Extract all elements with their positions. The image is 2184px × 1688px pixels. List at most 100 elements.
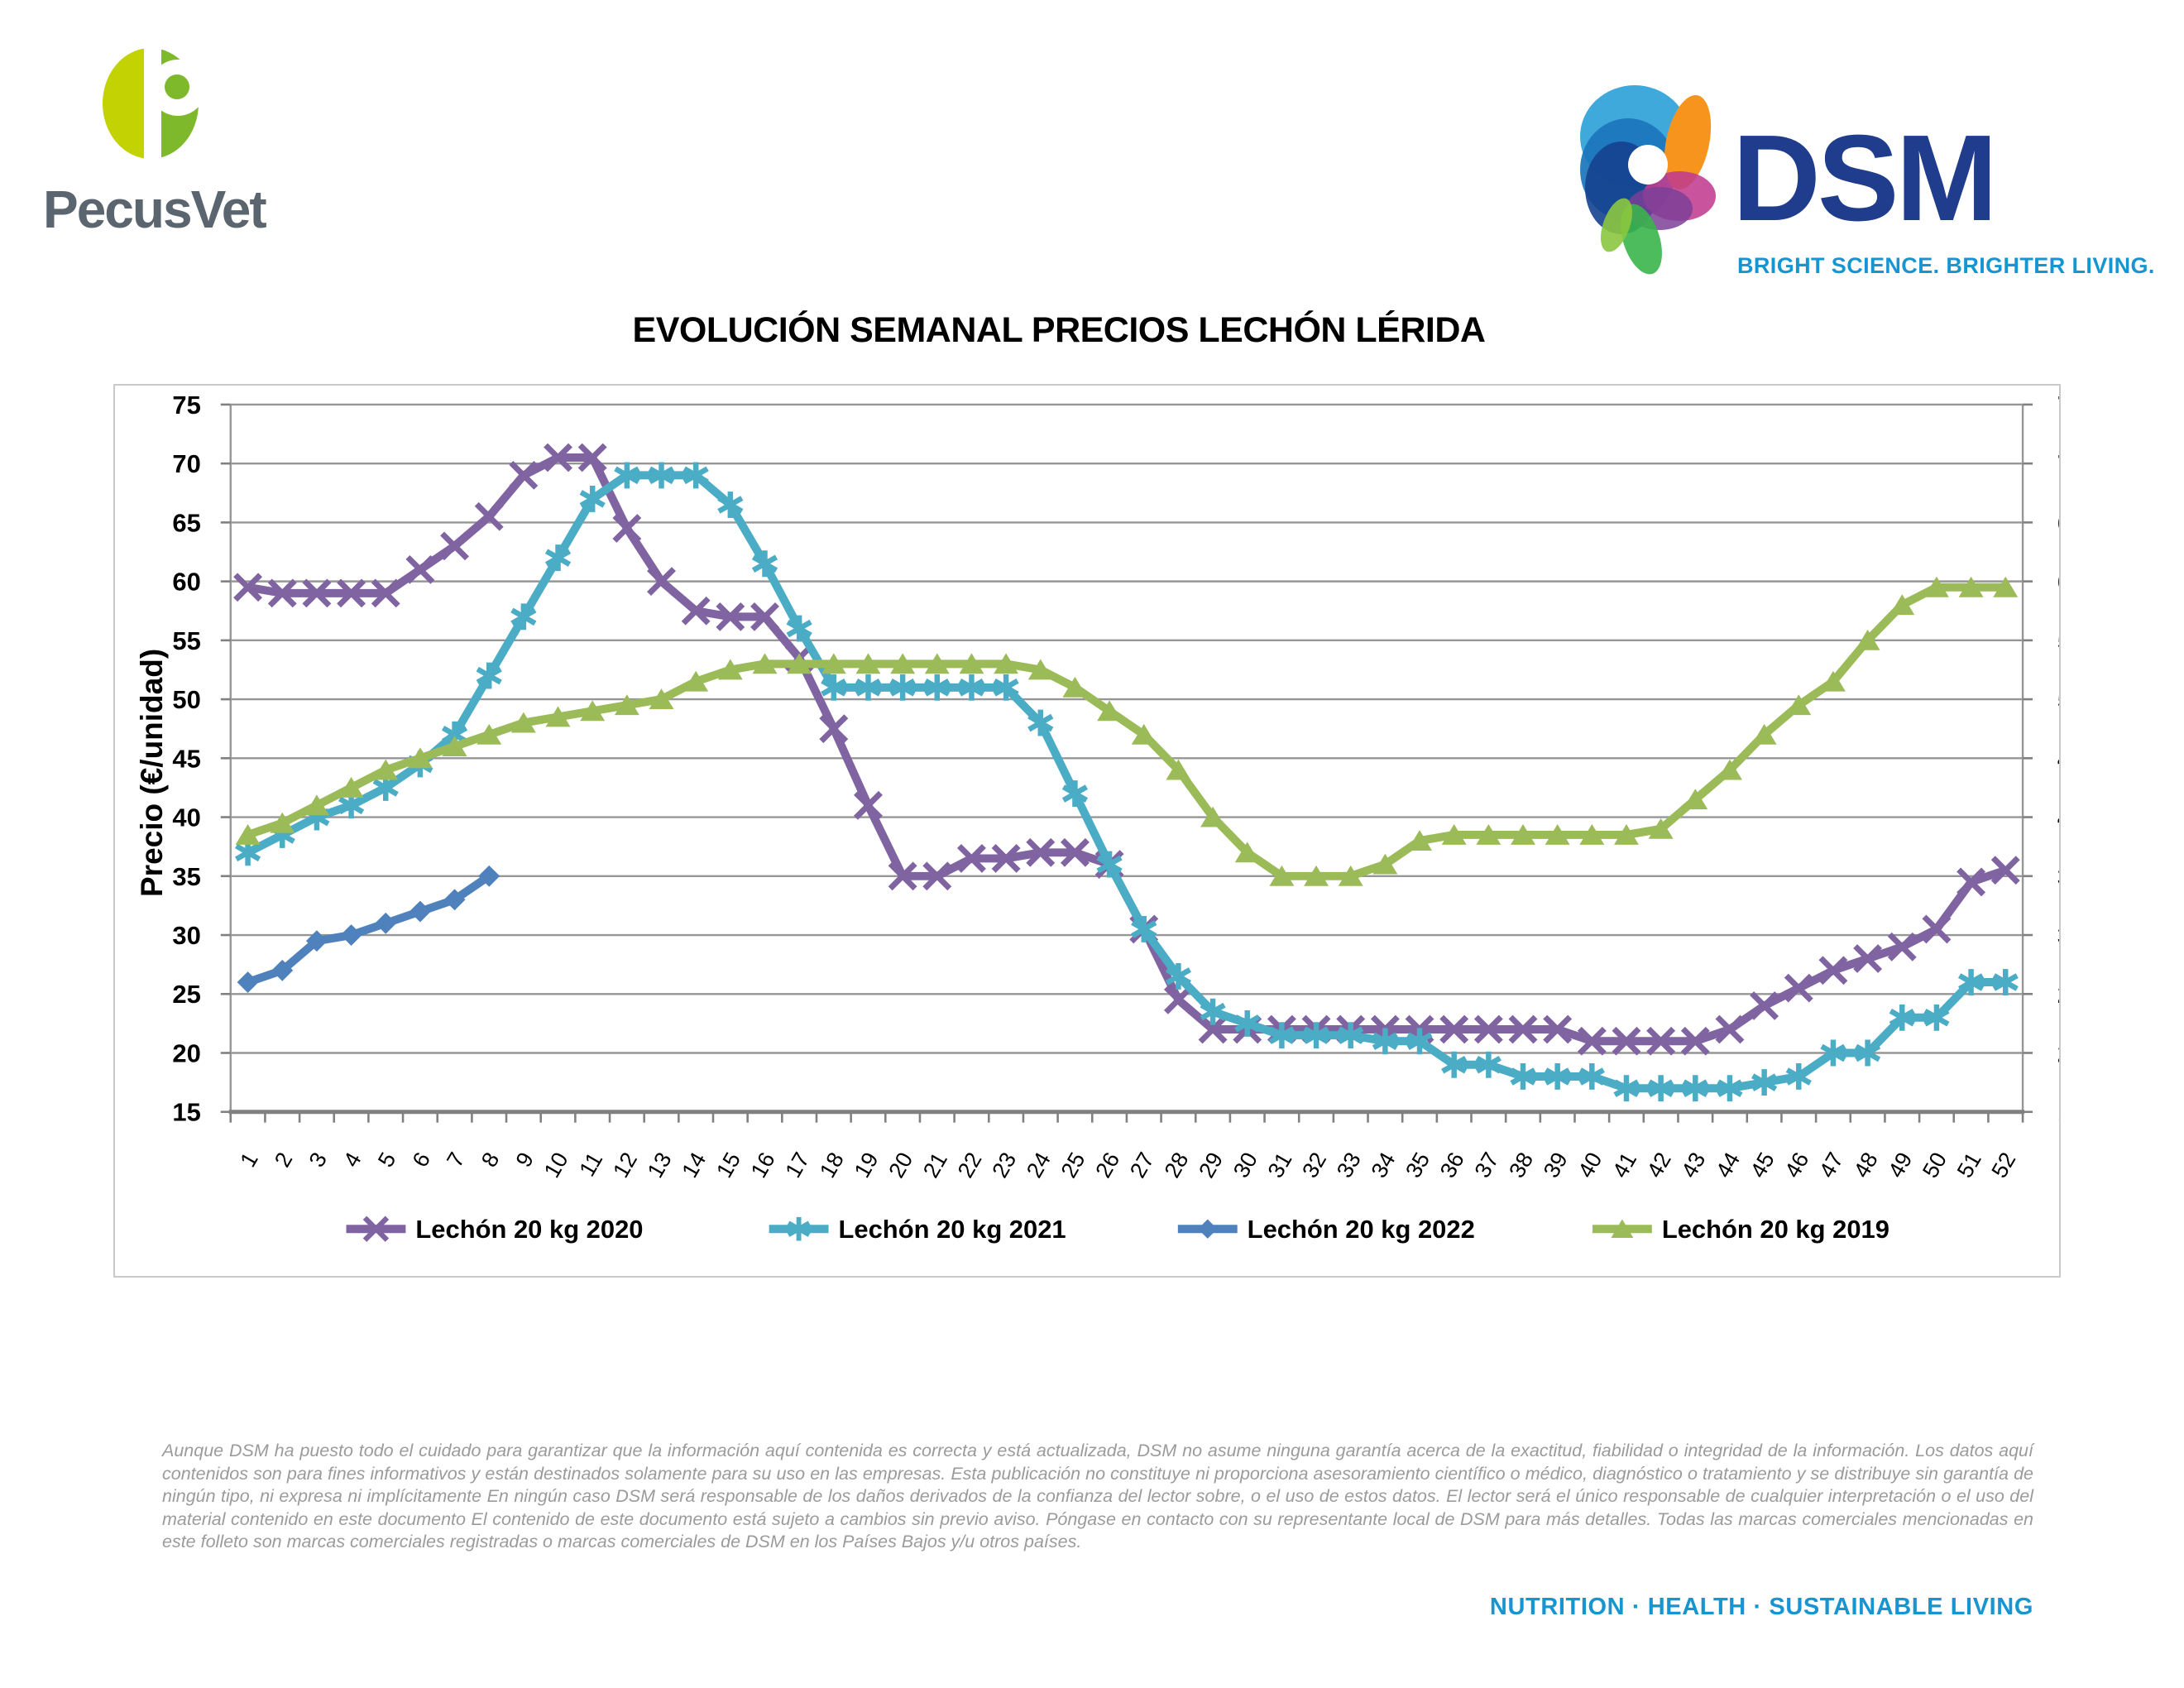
x-tick-label: 20 bbox=[884, 1149, 917, 1182]
y-tick-label: 15 bbox=[172, 1098, 200, 1127]
x-tick-label: 7 bbox=[442, 1149, 469, 1172]
y-tick-label: 75 bbox=[172, 391, 200, 420]
x-tick-label: 34 bbox=[1367, 1149, 1401, 1182]
x-tick-label: 16 bbox=[746, 1149, 780, 1182]
dsm-wordmark: DSM bbox=[1732, 110, 1998, 247]
x-tick-label: 5 bbox=[373, 1149, 400, 1172]
dsm-logo-icon bbox=[1580, 85, 1716, 275]
x-tick-label: 49 bbox=[1883, 1149, 1917, 1182]
x-tick-label: 37 bbox=[1470, 1149, 1504, 1182]
x-tick-label: 42 bbox=[1642, 1149, 1676, 1182]
y-tick-label: 25 bbox=[172, 980, 200, 1009]
y-tick-label: 55 bbox=[2057, 626, 2059, 655]
series-lechón-20-kg-2019 bbox=[235, 576, 2019, 886]
y-tick-label: 60 bbox=[172, 568, 200, 597]
x-tick-label: 2 bbox=[270, 1149, 297, 1172]
x-axis-labels: 1 2 3 4 5 6 7 8 9 10 11 12 13 14 15 16 17 18 19 20 21 22 23 24 2… bbox=[235, 1149, 2020, 1182]
y-tick-label: 55 bbox=[172, 626, 200, 655]
y-tick-label: 70 bbox=[172, 449, 200, 478]
y-tick-label: 30 bbox=[2057, 921, 2059, 950]
legend-label: Lechón 20 kg 2022 bbox=[1248, 1215, 1475, 1244]
y-tick-label: 30 bbox=[172, 921, 200, 950]
x-tick-label: 36 bbox=[1435, 1149, 1469, 1182]
y-tick-label: 50 bbox=[2057, 685, 2059, 714]
gridlines bbox=[229, 403, 2024, 1112]
y-tick-label: 20 bbox=[2057, 1038, 2059, 1067]
series-lechón-20-kg-2021 bbox=[235, 462, 2019, 1102]
x-tick-label: 28 bbox=[1160, 1149, 1194, 1182]
x-tick-label: 50 bbox=[1918, 1149, 1952, 1182]
x-tick-label: 11 bbox=[574, 1149, 607, 1181]
y-tick-label: 50 bbox=[172, 685, 200, 714]
x-tick-label: 51 bbox=[1952, 1149, 1986, 1182]
x-tick-label: 19 bbox=[850, 1149, 884, 1182]
x-tick-label: 22 bbox=[953, 1149, 987, 1182]
x-tick-label: 27 bbox=[1125, 1149, 1159, 1182]
x-tick-label: 35 bbox=[1401, 1149, 1434, 1182]
x-tick-label: 38 bbox=[1504, 1149, 1538, 1182]
x-tick-label: 46 bbox=[1779, 1149, 1813, 1182]
x-tick-label: 1 bbox=[235, 1149, 262, 1172]
y-tick-label: 75 bbox=[2057, 391, 2059, 420]
x-tick-label: 17 bbox=[780, 1149, 814, 1182]
y-axis-labels-right: 15 20 25 30 35 40 45 50 55 60 65 70 75 bbox=[2057, 391, 2059, 1127]
x-tick-label: 26 bbox=[1090, 1149, 1124, 1182]
brand-tagline: NUTRITION · HEALTH · SUSTAINABLE LIVING bbox=[1489, 1594, 2033, 1620]
x-tick-label: 21 bbox=[918, 1149, 952, 1182]
y-tick-label: 45 bbox=[172, 744, 200, 773]
y-tick-label: 40 bbox=[2057, 803, 2059, 832]
y-axis-title: Precio (€/unidad) bbox=[135, 648, 169, 897]
y-tick-label: 45 bbox=[2057, 744, 2059, 773]
x-tick-label: 30 bbox=[1228, 1149, 1262, 1182]
y-tick-label: 70 bbox=[2057, 449, 2059, 478]
x-tick-label: 14 bbox=[677, 1149, 711, 1182]
x-tick-label: 48 bbox=[1849, 1149, 1883, 1182]
x-tick-label: 24 bbox=[1022, 1149, 1056, 1182]
disclaimer-text: Aunque DSM ha puesto todo el cuidado par… bbox=[162, 1441, 2033, 1551]
x-tick-label: 43 bbox=[1676, 1149, 1710, 1182]
pecusvet-logo-icon bbox=[103, 46, 205, 161]
x-tick-label: 13 bbox=[643, 1149, 677, 1182]
y-tick-label: 25 bbox=[2057, 980, 2059, 1009]
x-tick-label: 8 bbox=[477, 1149, 504, 1172]
y-tick-label: 15 bbox=[2057, 1098, 2059, 1127]
x-tick-label: 40 bbox=[1573, 1149, 1607, 1182]
x-tick-label: 6 bbox=[408, 1149, 435, 1172]
chart-frame: 1520253035404550556065707515202530354045… bbox=[113, 384, 2061, 1278]
x-tick-label: 45 bbox=[1746, 1149, 1779, 1182]
legend-label: Lechón 20 kg 2020 bbox=[415, 1215, 643, 1244]
legend-label: Lechón 20 kg 2019 bbox=[1662, 1215, 1889, 1244]
x-tick-label: 4 bbox=[338, 1149, 366, 1172]
x-tick-label: 23 bbox=[987, 1149, 1021, 1182]
x-tick-label: 3 bbox=[304, 1149, 332, 1172]
legend-item: Lechón 20 kg 2019 bbox=[1592, 1215, 1889, 1244]
x-tick-label: 9 bbox=[511, 1149, 539, 1172]
x-tick-label: 15 bbox=[711, 1149, 745, 1182]
price-chart-svg: 1520253035404550556065707515202530354045… bbox=[172, 391, 2059, 1244]
y-tick-label: 60 bbox=[2057, 568, 2059, 597]
series-lechón-20-kg-2020 bbox=[233, 443, 2020, 1056]
x-tick-label: 29 bbox=[1194, 1149, 1228, 1182]
legend-label: Lechón 20 kg 2021 bbox=[839, 1215, 1066, 1244]
x-tick-label: 12 bbox=[608, 1149, 642, 1182]
y-tick-label: 35 bbox=[2057, 862, 2059, 891]
x-tick-label: 33 bbox=[1332, 1149, 1366, 1182]
y-axis-labels-left: 15 20 25 30 35 40 45 50 55 60 65 70 75 bbox=[172, 391, 200, 1127]
y-tick-label: 65 bbox=[2057, 508, 2059, 537]
y-tick-label: 40 bbox=[172, 803, 200, 832]
dsm-tagline: BRIGHT SCIENCE. BRIGHTER LIVING. bbox=[1737, 253, 2155, 278]
page-title: EVOLUCIÓN SEMANAL PRECIOS LECHÓN LÉRIDA bbox=[632, 309, 1486, 350]
x-tick-label: 52 bbox=[1986, 1149, 2020, 1182]
y-tick-label: 35 bbox=[172, 862, 200, 891]
pecusvet-wordmark: PecusVet bbox=[43, 180, 267, 239]
legend-item: Lechón 20 kg 2022 bbox=[1177, 1215, 1475, 1244]
x-tick-label: 39 bbox=[1539, 1149, 1573, 1182]
legend-item: Lechón 20 kg 2020 bbox=[346, 1215, 644, 1244]
x-tick-label: 18 bbox=[815, 1149, 849, 1182]
y-tick-label: 20 bbox=[172, 1038, 200, 1067]
legend: Lechón 20 kg 2020 Lechón 20 kg 2021 Lechón… bbox=[346, 1215, 1889, 1244]
x-tick-label: 25 bbox=[1056, 1149, 1090, 1182]
x-tick-label: 10 bbox=[539, 1149, 573, 1182]
x-tick-label: 31 bbox=[1263, 1149, 1297, 1182]
x-tick-label: 47 bbox=[1814, 1149, 1848, 1182]
